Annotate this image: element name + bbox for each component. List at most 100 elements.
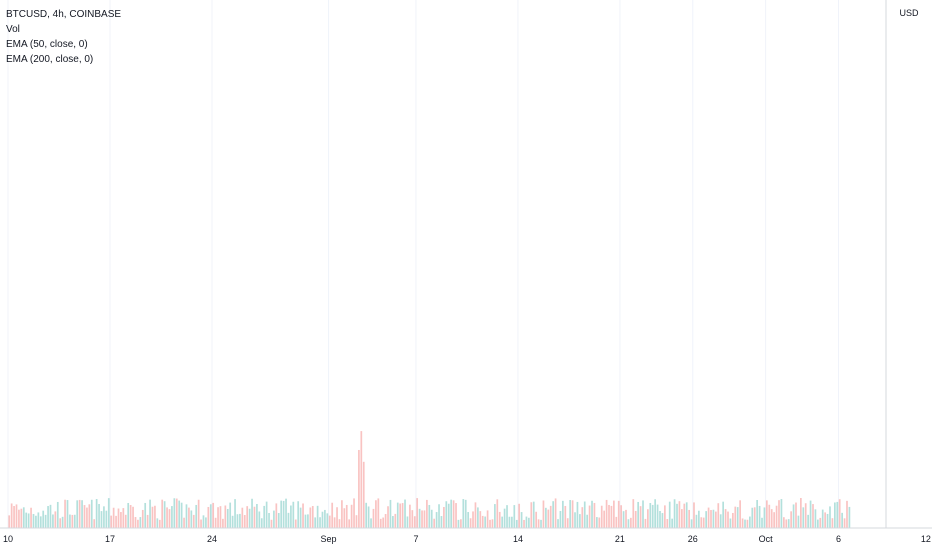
volume-bar [129,505,132,528]
volume-bar [39,516,42,528]
volume-bar [494,504,496,528]
volume-bar [78,499,81,528]
volume-bar [843,518,846,528]
volume-bar [185,504,188,528]
volume-bar [146,514,149,528]
volume-bar [780,499,783,528]
volume-bar [331,502,334,528]
volume-bar [814,509,817,528]
volume-bar [763,507,766,528]
volume-bar [360,431,363,528]
volume-bar [421,510,423,528]
volume-bar [739,500,741,528]
volume-bar [525,516,528,528]
volume-bar [518,503,521,528]
volume-bar [311,506,314,528]
volume-bar [800,498,802,528]
volume-bar [333,517,336,528]
currency-label: USD [899,8,919,18]
volume-bar [486,510,489,528]
x-tick-label: Sep [321,534,337,544]
volume-bar [707,507,710,528]
volume-bar [263,505,266,528]
volume-bar [258,511,261,528]
volume-bar [841,512,843,528]
volume-bar [535,511,538,528]
legend-ema-50[interactable]: EMA (50, close, 0) [6,39,88,50]
volume-bar [710,510,712,528]
volume-bar [571,500,574,528]
volume-bar [678,501,681,528]
volume-bar [141,509,144,528]
volume-bar [253,506,256,528]
x-tick-label: 26 [688,534,698,544]
volume-bar [32,513,35,528]
volume-bar [197,499,200,528]
volume-bar [260,518,263,528]
volume-bar [715,511,717,528]
volume-bar [690,519,693,528]
volume-bar [52,514,54,528]
volume-bar [275,503,278,528]
volume-bar [353,498,355,528]
volume-bar [829,506,831,528]
price-axis[interactable]: USD [885,0,932,528]
volume-bar [596,517,598,528]
volume-bar [632,499,635,528]
volume-bar [693,502,695,528]
volume-bar [392,516,394,528]
grid [7,0,927,528]
volume-bar [324,509,326,528]
volume-bar [127,502,130,528]
volume-bar [54,511,57,528]
volume-bar [86,507,88,528]
volume-bar [200,519,202,528]
volume-bar [724,509,727,528]
volume-bar [790,511,792,528]
volume-bar [411,510,414,528]
volume-bar [792,504,795,528]
volume-bar [338,519,341,528]
time-axis[interactable]: 10 17 24 Sep 7 14 21 26 Oct 6 12 [0,527,932,544]
volume-bar [158,519,161,528]
x-tick-label: 7 [413,534,418,544]
volume-bar [802,507,805,528]
volume-bar [549,505,552,528]
volume-bar [399,503,402,528]
volume-bar [282,500,285,528]
volume-bar [554,498,557,528]
volume-bar [358,449,360,528]
volume-bar [154,505,156,528]
symbol-title[interactable]: BTCUSD, 4h, COINBASE [6,9,122,20]
volume-bar [644,518,647,528]
volume-bar [290,505,292,528]
volume-bar [831,518,834,528]
volume-bar [586,514,589,528]
volume-bar [222,518,224,528]
volume-bar [833,502,836,528]
legend-ema-200[interactable]: EMA (200, close, 0) [6,54,94,65]
volume-bar [438,504,440,528]
volume-bar [195,504,198,528]
volume-bar [605,499,608,528]
volume-bar [732,512,734,528]
x-tick-label: Oct [759,534,774,544]
volume-bar [88,504,91,528]
volume-bar [384,514,387,528]
volume-bar [13,506,15,528]
volume-bar [824,512,826,528]
legend-vol[interactable]: Vol [6,24,20,35]
volume-bar [676,503,678,528]
volume-bar [501,516,504,528]
volume-bar [683,503,686,528]
volume-bar [214,517,217,528]
volume-bar [372,508,375,528]
volume-bar [787,519,790,528]
volume-bar [178,500,181,528]
volume-bar [37,512,40,528]
volume-bar [443,506,445,528]
volume-bar [785,519,788,528]
volume-bar [506,505,508,528]
volume-bar [365,502,368,528]
